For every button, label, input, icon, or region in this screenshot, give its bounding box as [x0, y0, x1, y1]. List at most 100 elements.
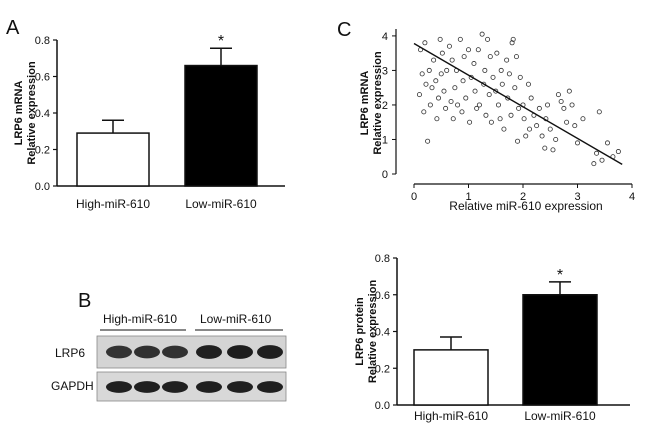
chart-c-xtick-label: 2: [520, 191, 526, 203]
chart-c-point: [416, 92, 422, 98]
chart-c-point: [542, 145, 548, 151]
chart-c-point: [433, 78, 439, 84]
chart-c-point: [429, 85, 435, 91]
chart-c-point: [486, 92, 492, 98]
blot-band-lrp6: [162, 345, 188, 359]
chart-c-point: [539, 133, 545, 139]
chart-c-point: [558, 99, 564, 105]
chart-c-point: [461, 54, 467, 60]
chart-d-significance-mark: *: [557, 267, 563, 284]
chart-d-category-label: Low-miR-610: [524, 409, 596, 423]
chart-c-point: [437, 36, 443, 42]
chart-c-point: [504, 57, 510, 63]
chart-d-bar: [413, 349, 489, 406]
chart-c-point: [536, 105, 542, 111]
chart-c-ytick-label: 3: [382, 65, 388, 77]
panel-letter-a: A: [6, 17, 20, 39]
chart-c-point: [475, 47, 481, 53]
chart-c-point: [434, 116, 440, 122]
chart-d-ytick-label: 0.6: [375, 290, 390, 302]
chart-a-ytick-label: 0.4: [35, 108, 50, 120]
chart-c-point: [476, 102, 482, 108]
chart-c-ytick-label: 1: [382, 134, 388, 146]
chart-c-point: [419, 71, 425, 77]
chart-c-point: [423, 81, 429, 87]
chart-c-point: [594, 150, 600, 156]
chart-c-point: [481, 81, 487, 87]
chart-a-ytick-label: 0.2: [35, 145, 50, 157]
chart-c-point: [427, 102, 433, 108]
chart-c-point: [463, 95, 469, 101]
blot-band-lrp6: [196, 345, 222, 359]
chart-d-bar: [522, 294, 598, 406]
chart-c-point: [488, 119, 494, 125]
chart-a-ytick-label: 0.8: [35, 35, 50, 47]
chart-c-point: [439, 50, 445, 56]
blot-bands-lrp6: [106, 345, 283, 359]
chart-c-point: [467, 119, 473, 125]
chart-a-bar: 0.0 0.2 0.4 0.6 0.8 LRP6 mRNA Relative express…: [13, 33, 285, 211]
chart-c-scatter: 0 1 2 3 4 0 1 2 3 4 Relative miR-610 expression LRP…: [359, 29, 635, 213]
chart-a-category-label: High-miR-610: [76, 197, 150, 211]
chart-c-point: [495, 102, 501, 108]
chart-c-point: [499, 81, 505, 87]
chart-d-ytick-label: 0.4: [375, 327, 390, 339]
chart-c-point: [596, 109, 602, 115]
chart-c-point: [545, 102, 551, 108]
blot-group-label-low: Low-miR-610: [200, 312, 272, 326]
chart-a-bar: [184, 64, 258, 187]
chart-c-point: [566, 88, 572, 94]
chart-c-point: [471, 61, 477, 67]
chart-c-point: [426, 67, 432, 73]
blot-row-label-gapdh: GAPDH: [51, 379, 94, 393]
chart-c-point: [569, 102, 575, 108]
chart-c-point: [508, 112, 514, 118]
chart-c-ylabel-line: Relative expression: [372, 51, 384, 155]
chart-c-point: [515, 138, 521, 144]
chart-c-point: [443, 105, 449, 111]
chart-d-category-label: High-miR-610: [414, 409, 488, 423]
chart-c-point: [485, 36, 491, 42]
chart-c-point: [517, 74, 523, 80]
blot-band-lrp6: [134, 345, 160, 359]
chart-c-point: [472, 88, 478, 94]
blot-group-label-high: High-miR-610: [103, 312, 177, 326]
chart-c-point: [479, 31, 485, 37]
chart-c-point: [523, 133, 529, 139]
chart-c-xtick-label: 4: [629, 191, 635, 203]
chart-c-point: [421, 109, 427, 115]
blot-bands-gapdh: [106, 381, 283, 393]
chart-c-point: [460, 78, 466, 84]
chart-c-point: [457, 36, 463, 42]
chart-a-ylabel-line: LRP6 mRNA: [13, 81, 25, 146]
chart-a-significance-mark: *: [218, 33, 224, 50]
chart-c-point: [521, 116, 527, 122]
chart-c-point: [506, 71, 512, 77]
chart-c-point: [561, 105, 567, 111]
blot-band-gapdh: [196, 381, 222, 393]
chart-c-point: [615, 149, 621, 155]
chart-c-point: [431, 57, 437, 63]
western-blot: High-miR-610 Low-miR-610 LRP6 GAPDH: [51, 312, 287, 402]
blot-band-gapdh: [227, 381, 253, 393]
chart-c-point: [525, 81, 531, 87]
chart-a-category-label: Low-miR-610: [185, 197, 257, 211]
chart-d-ytick-label: 0.2: [375, 363, 390, 375]
blot-band-gapdh: [134, 381, 160, 393]
chart-c-point: [425, 138, 431, 144]
chart-d-ytick-label: 0.8: [375, 253, 390, 265]
blot-row-label-lrp6: LRP6: [55, 346, 85, 360]
chart-d-bar: 0.0 0.2 0.4 0.6 0.8 LRP6 protein Relative expr…: [354, 253, 630, 423]
chart-d-ylabel-line: Relative expression: [367, 280, 379, 384]
chart-c-point: [482, 67, 488, 73]
chart-c-point: [604, 140, 610, 146]
blot-band-lrp6: [106, 345, 132, 359]
chart-c-point: [555, 92, 561, 98]
chart-c-point: [534, 123, 540, 129]
chart-c-point: [449, 57, 455, 63]
chart-c-point: [446, 43, 452, 49]
chart-a-ytick-label: 0.0: [35, 181, 50, 193]
chart-c-point: [487, 54, 493, 60]
blot-band-gapdh: [162, 381, 188, 393]
